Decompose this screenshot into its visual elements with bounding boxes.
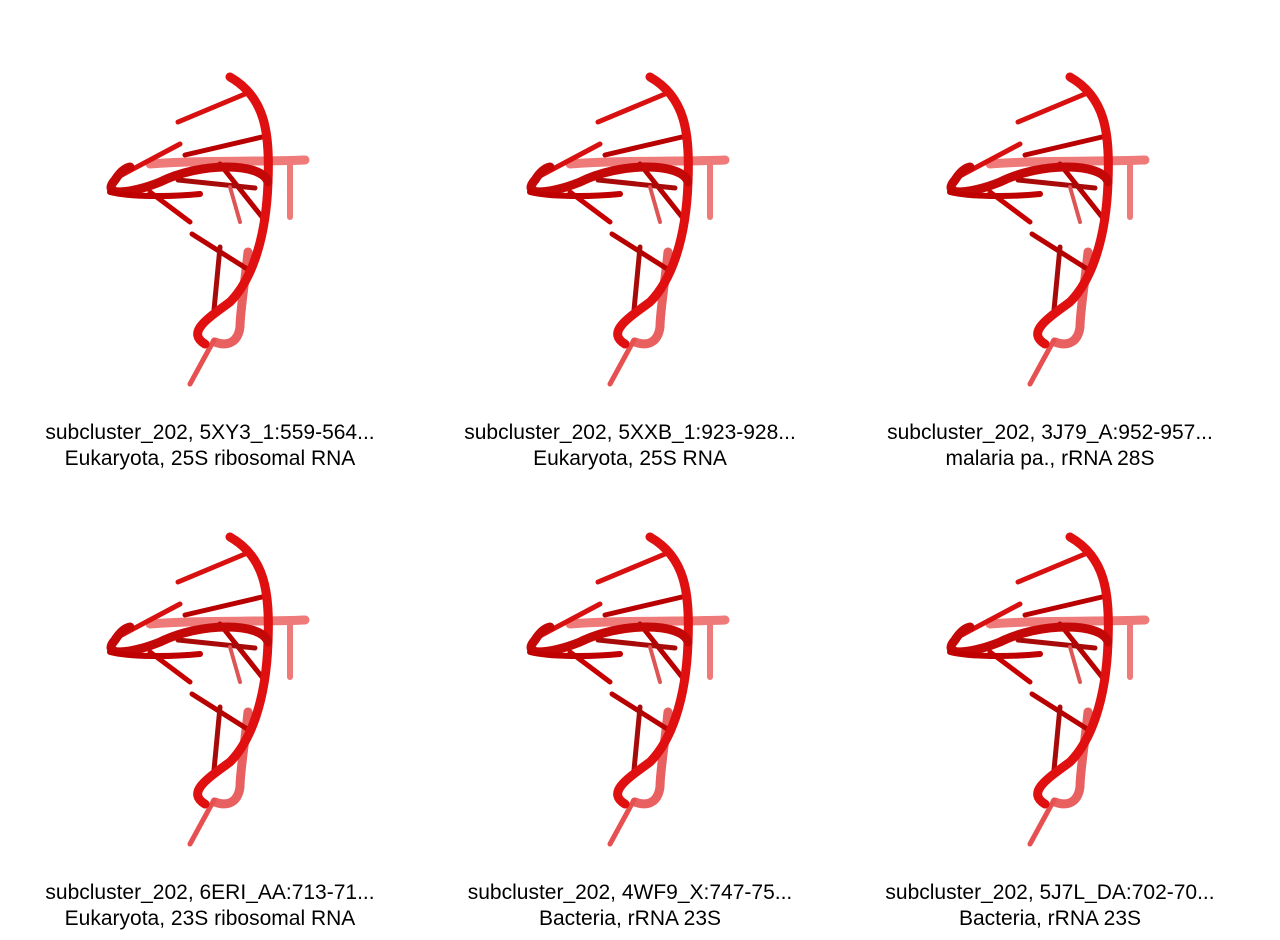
caption-id-line: subcluster_202, 5J7L_DA:702-70...: [885, 881, 1215, 904]
caption-organism-line: malaria pa., rRNA 28S: [945, 447, 1155, 470]
rna-structure-image: [840, 0, 1260, 410]
structure-panel-4: subcluster_202, 6ERI_AA:713-71... Eukary…: [0, 460, 420, 930]
caption-id-line: subcluster_202, 5XXB_1:923-928...: [464, 421, 796, 444]
structure-panel-6: subcluster_202, 5J7L_DA:702-70... Bacter…: [840, 460, 1260, 930]
panel-caption: subcluster_202, 5XXB_1:923-928... Eukary…: [420, 420, 840, 472]
rna-structure-image: [0, 0, 420, 410]
structure-panel-1: subcluster_202, 5XY3_1:559-564... Eukary…: [0, 0, 420, 470]
panel-caption: subcluster_202, 3J79_A:952-957... malari…: [840, 420, 1260, 472]
panel-caption: subcluster_202, 5J7L_DA:702-70... Bacter…: [840, 880, 1260, 932]
rna-structure-image: [420, 460, 840, 870]
caption-id-line: subcluster_202, 6ERI_AA:713-71...: [45, 881, 375, 904]
caption-organism-line: Bacteria, rRNA 23S: [958, 907, 1142, 930]
rna-structure-image: [420, 0, 840, 410]
panel-caption: subcluster_202, 5XY3_1:559-564... Eukary…: [0, 420, 420, 472]
structure-panel-3: subcluster_202, 3J79_A:952-957... malari…: [840, 0, 1260, 470]
structure-panel-5: subcluster_202, 4WF9_X:747-75... Bacteri…: [420, 460, 840, 930]
structure-panel-2: subcluster_202, 5XXB_1:923-928... Eukary…: [420, 0, 840, 470]
caption-id-line: subcluster_202, 3J79_A:952-957...: [887, 421, 1213, 444]
caption-id-line: subcluster_202, 4WF9_X:747-75...: [467, 881, 793, 904]
caption-organism-line: Eukaryota, 23S ribosomal RNA: [64, 907, 356, 930]
rna-structure-image: [0, 460, 420, 870]
panel-caption: subcluster_202, 4WF9_X:747-75... Bacteri…: [420, 880, 840, 932]
caption-organism-line: Eukaryota, 25S ribosomal RNA: [64, 447, 356, 470]
panel-caption: subcluster_202, 6ERI_AA:713-71... Eukary…: [0, 880, 420, 932]
rna-structure-image: [840, 460, 1260, 870]
caption-organism-line: Eukaryota, 25S RNA: [533, 447, 727, 470]
caption-id-line: subcluster_202, 5XY3_1:559-564...: [45, 421, 375, 444]
caption-organism-line: Bacteria, rRNA 23S: [538, 907, 722, 930]
